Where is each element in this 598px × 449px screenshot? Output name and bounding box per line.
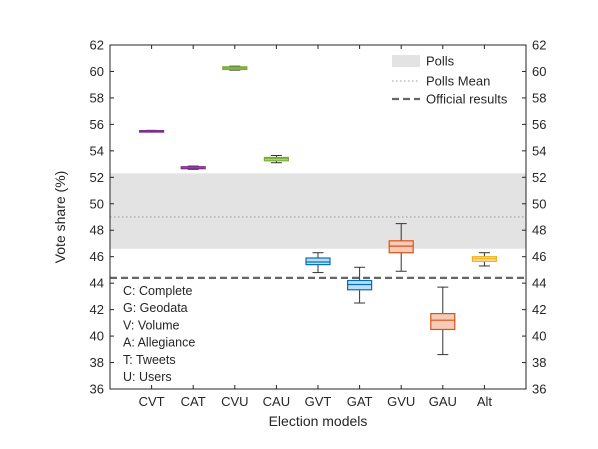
legend-label: Polls Mean (426, 74, 490, 89)
iqr-box (305, 257, 331, 266)
x-tick-label: CAU (263, 394, 290, 409)
y-tick-label-right: 52 (532, 170, 546, 185)
box-cau (263, 154, 289, 164)
x-tick-label: GVU (387, 394, 415, 409)
box-gvu (388, 223, 414, 272)
box-cvu (222, 65, 248, 71)
box-gat (347, 266, 373, 304)
y-tick-label-left: 60 (90, 64, 104, 79)
abbreviation-notes: C: Complete G: Geodata V: Volume A: Allegia… (123, 284, 195, 384)
y-tick-label-left: 42 (90, 302, 104, 317)
y-tick-label-left: 62 (90, 38, 104, 53)
y-tick-label-right: 44 (532, 276, 546, 291)
tick-layer (110, 44, 526, 390)
iqr-box (430, 312, 456, 331)
polls-band (110, 173, 526, 249)
polls-layer (110, 173, 526, 279)
y-tick-label-left: 44 (90, 276, 104, 291)
y-tick-label-right: 46 (532, 249, 546, 264)
abbreviation-note: C: Complete (123, 284, 193, 298)
legend-label: Polls (426, 54, 455, 69)
box-layer (139, 65, 497, 356)
box-gvt (305, 252, 331, 274)
abbreviation-note: G: Geodata (123, 301, 188, 315)
y-tick-label-right: 60 (532, 64, 546, 79)
tick-label-layer: 36 36 38 38 40 40 42 42 44 44 46 46 48 48 50 50 52 52 54 54… (90, 38, 547, 410)
y-tick-label-left: 36 (90, 382, 104, 397)
legend: Polls Polls Mean Official results (392, 54, 508, 107)
abbreviation-note: V: Volume (123, 318, 180, 332)
x-axis-label: Election models (269, 413, 368, 429)
abbreviation-note: T: Tweets (123, 353, 176, 367)
y-tick-label-left: 54 (90, 143, 104, 158)
y-axis-label: Vote share (%) (52, 171, 68, 264)
iqr-box (388, 240, 414, 254)
y-tick-label-left: 38 (90, 355, 104, 370)
box-cat (180, 165, 206, 170)
x-tick-label: Alt (477, 394, 493, 409)
x-tick-label: CVU (221, 394, 248, 409)
y-tick-label-left: 56 (90, 117, 104, 132)
y-tick-label-right: 58 (532, 90, 546, 105)
x-tick-label: GAT (347, 394, 373, 409)
legend-label: Official results (426, 92, 508, 107)
y-tick-label-right: 54 (532, 143, 546, 158)
box-alt (471, 252, 497, 267)
y-tick-label-left: 50 (90, 196, 104, 211)
box-cvt (139, 129, 165, 133)
y-tick-label-left: 48 (90, 223, 104, 238)
abbreviation-note: U: Users (123, 370, 172, 384)
iqr-box (347, 279, 373, 291)
x-tick-label: CVT (139, 394, 165, 409)
y-tick-label-right: 38 (532, 355, 546, 370)
y-tick-label-right: 42 (532, 302, 546, 317)
y-tick-label-right: 40 (532, 329, 546, 344)
x-tick-label: CAT (181, 394, 206, 409)
y-tick-label-right: 48 (532, 223, 546, 238)
y-tick-label-left: 46 (90, 249, 104, 264)
x-tick-label: GAU (429, 394, 457, 409)
y-tick-label-right: 50 (532, 196, 546, 211)
legend-swatch-polls (392, 55, 420, 67)
y-tick-label-left: 52 (90, 170, 104, 185)
y-tick-label-right: 62 (532, 38, 546, 53)
y-tick-label-right: 36 (532, 382, 546, 397)
y-tick-label-left: 58 (90, 90, 104, 105)
y-tick-label-left: 40 (90, 329, 104, 344)
x-tick-label: GVT (305, 394, 332, 409)
y-tick-label-right: 56 (532, 117, 546, 132)
abbreviation-note: A: Allegiance (123, 336, 195, 350)
box-gau (430, 286, 456, 356)
